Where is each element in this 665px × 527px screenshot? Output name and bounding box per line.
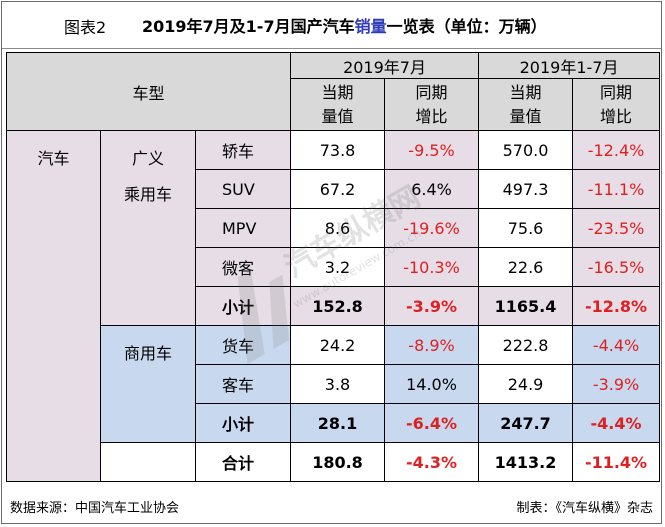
title-text-highlight: 销量 xyxy=(354,17,387,36)
cell-yoy: -11.1% xyxy=(572,169,661,209)
cell-value: 8.6 xyxy=(290,208,386,248)
row-total-label: 合计 xyxy=(194,442,292,482)
cell-value: 3.8 xyxy=(290,364,386,404)
cell-value: 247.7 xyxy=(478,403,574,443)
row-type: 货车 xyxy=(194,325,292,365)
header-period-jan-jul: 2019年1-7月 xyxy=(478,52,661,79)
cell-value: 1165.4 xyxy=(478,286,574,326)
cell-value: 180.8 xyxy=(290,442,386,482)
cell-value: 73.8 xyxy=(290,130,386,170)
row-type: 微客 xyxy=(194,247,292,287)
cell-yoy: -16.5% xyxy=(572,247,661,287)
cell-value: 3.2 xyxy=(290,247,386,287)
sales-table: 车型 2019年7月 2019年1-7月 当期 量值 同期 增比 当期 量值 同… xyxy=(5,52,661,482)
cell-yoy: -11.4% xyxy=(572,442,661,482)
header-value-1: 当期 量值 xyxy=(290,78,386,131)
cell-yoy: -9.5% xyxy=(384,130,480,170)
header-model: 车型 xyxy=(5,52,292,131)
cell-value: 497.3 xyxy=(478,169,574,209)
title-text-post: 一览表（单位：万辆） xyxy=(386,17,547,36)
data-source: 数据来源：中国汽车工业协会 xyxy=(10,501,180,516)
cell-yoy: -3.9% xyxy=(572,364,661,404)
title-text-pre: 2019年7月及1-7月国产汽车 xyxy=(142,17,355,36)
cell-yoy: -3.9% xyxy=(384,286,480,326)
row-subtotal-label: 小计 xyxy=(194,286,292,326)
cell-yoy: -6.4% xyxy=(384,403,480,443)
footer: 数据来源：中国汽车工业协会 制表：《汽车纵横》杂志 xyxy=(2,490,661,524)
header-value-2: 当期 量值 xyxy=(478,78,574,131)
table-credit: 制表：《汽车纵横》杂志 xyxy=(516,501,653,516)
header-period-july: 2019年7月 xyxy=(290,52,480,79)
cell-yoy: -4.3% xyxy=(384,442,480,482)
cell-value: 67.2 xyxy=(290,169,386,209)
row-type: SUV xyxy=(194,169,292,209)
cell-value: 570.0 xyxy=(478,130,574,170)
cell-yoy: 14.0% xyxy=(384,364,480,404)
cell-value: 24.2 xyxy=(290,325,386,365)
total-spacer xyxy=(100,442,196,482)
cell-yoy: -12.8% xyxy=(572,286,661,326)
header-yoy-1: 同期 增比 xyxy=(384,78,480,131)
row-subtotal-label: 小计 xyxy=(194,403,292,443)
title-bar: 图表2 2019年7月及1-7月国产汽车销量一览表（单位：万辆） xyxy=(2,2,661,49)
cell-value: 75.6 xyxy=(478,208,574,248)
header-yoy-2: 同期 增比 xyxy=(572,78,661,131)
figure-title: 2019年7月及1-7月国产汽车销量一览表（单位：万辆） xyxy=(142,13,547,37)
figure-label: 图表2 xyxy=(64,18,107,37)
group-commercial: 商用车 xyxy=(100,325,196,443)
cell-yoy: -12.4% xyxy=(572,130,661,170)
row-type: 客车 xyxy=(194,364,292,404)
category-cell: 汽车 xyxy=(6,130,101,482)
cell-value: 24.9 xyxy=(478,364,574,404)
cell-value: 28.1 xyxy=(290,403,386,443)
cell-yoy: -23.5% xyxy=(572,208,661,248)
cell-value: 22.6 xyxy=(478,247,574,287)
cell-yoy: -19.6% xyxy=(384,208,480,248)
cell-yoy: -8.9% xyxy=(384,325,480,365)
cell-yoy: -4.4% xyxy=(572,325,661,365)
group-passenger: 广义 乘用车 xyxy=(100,130,196,326)
row-type: 轿车 xyxy=(194,130,292,170)
cell-yoy: 6.4% xyxy=(384,169,480,209)
cell-value: 1413.2 xyxy=(478,442,574,482)
cell-yoy: -4.4% xyxy=(572,403,661,443)
cell-value: 152.8 xyxy=(290,286,386,326)
cell-yoy: -10.3% xyxy=(384,247,480,287)
row-type: MPV xyxy=(194,208,292,248)
cell-value: 222.8 xyxy=(478,325,574,365)
